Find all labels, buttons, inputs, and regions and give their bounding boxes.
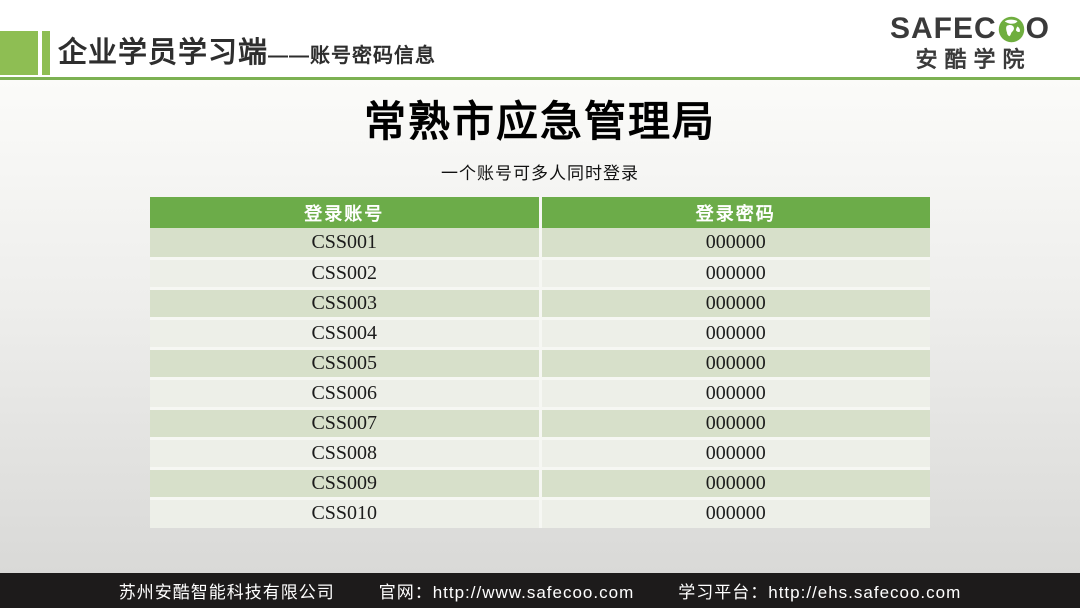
account-cell: CSS007 <box>150 408 542 438</box>
password-cell: 000000 <box>540 348 930 378</box>
header-title: 企业学员学习端 ——账号密码信息 <box>58 29 436 71</box>
table-row: CSS006 000000 <box>150 378 930 408</box>
accent-bar <box>42 31 50 75</box>
website-url: 官网：http://www.safecoo.com <box>378 583 635 602</box>
account-cell: CSS009 <box>150 468 542 498</box>
header-row: 登录账号 登录密码 <box>150 197 930 228</box>
header-band: 企业学员学习端 ——账号密码信息 SAFEC O 安酷学院 <box>0 0 1080 77</box>
logo-brand-suffix: O <box>1025 12 1050 45</box>
account-table-head: 登录账号 登录密码 <box>150 197 930 228</box>
table-row: CSS003 000000 <box>150 288 930 318</box>
password-cell: 000000 <box>540 258 930 288</box>
account-cell: CSS008 <box>150 438 542 468</box>
platform-url: 学习平台：http://ehs.safecoo.com <box>678 583 962 602</box>
account-cell: CSS001 <box>150 228 542 258</box>
table-row: CSS001 000000 <box>150 228 930 258</box>
account-cell: CSS010 <box>150 498 542 528</box>
globe-icon <box>998 16 1024 42</box>
column-header-password: 登录密码 <box>540 197 930 228</box>
password-cell: 000000 <box>540 438 930 468</box>
password-cell: 000000 <box>540 318 930 348</box>
account-cell: CSS002 <box>150 258 542 288</box>
account-cell: CSS005 <box>150 348 542 378</box>
table-row: CSS004 000000 <box>150 318 930 348</box>
account-cell: CSS003 <box>150 288 542 318</box>
accent-blocks <box>0 31 50 75</box>
password-cell: 000000 <box>540 408 930 438</box>
password-cell: 000000 <box>540 378 930 408</box>
account-table: 登录账号 登录密码 CSS001 000000 CSS002 000000 CSS003… <box>150 197 930 528</box>
password-cell: 000000 <box>540 468 930 498</box>
footer-bar: 苏州安酷智能科技有限公司 官网：http://www.safecoo.com 学… <box>0 573 1080 608</box>
header-title-main: 企业学员学习端 <box>58 37 269 69</box>
company-name: 苏州安酷智能科技有限公司 <box>118 583 335 602</box>
account-cell: CSS006 <box>150 378 542 408</box>
header-divider <box>0 77 1080 80</box>
logo-subtitle: 安酷学院 <box>915 47 1032 72</box>
column-header-account: 登录账号 <box>150 197 542 228</box>
page-title: 常熟市应急管理局 <box>363 98 716 145</box>
table-row: CSS010 000000 <box>150 498 930 528</box>
table-row: CSS008 000000 <box>150 438 930 468</box>
slide-body: 常熟市应急管理局 一个账号可多人同时登录 登录账号 登录密码 CSS001 000… <box>0 80 1080 573</box>
password-cell: 000000 <box>540 498 930 528</box>
table-row: CSS005 000000 <box>150 348 930 378</box>
safecoo-logo: SAFEC O 安酷学院 <box>890 14 1050 71</box>
header-title-sub: ——账号密码信息 <box>268 45 437 67</box>
table-row: CSS007 000000 <box>150 408 930 438</box>
logo-brand: SAFEC O <box>890 14 1050 44</box>
password-cell: 000000 <box>540 288 930 318</box>
password-cell: 000000 <box>540 228 930 258</box>
logo-brand-prefix: SAFEC <box>889 12 997 45</box>
account-table-wrap: 登录账号 登录密码 CSS001 000000 CSS002 000000 CSS003… <box>150 197 930 528</box>
table-row: CSS002 000000 <box>150 258 930 288</box>
account-cell: CSS004 <box>150 318 542 348</box>
account-table-body: CSS001 000000 CSS002 000000 CSS003 000000 CSS0… <box>150 228 930 528</box>
table-row: CSS009 000000 <box>150 468 930 498</box>
page-subtitle: 一个账号可多人同时登录 <box>441 164 639 183</box>
accent-square <box>0 31 38 75</box>
